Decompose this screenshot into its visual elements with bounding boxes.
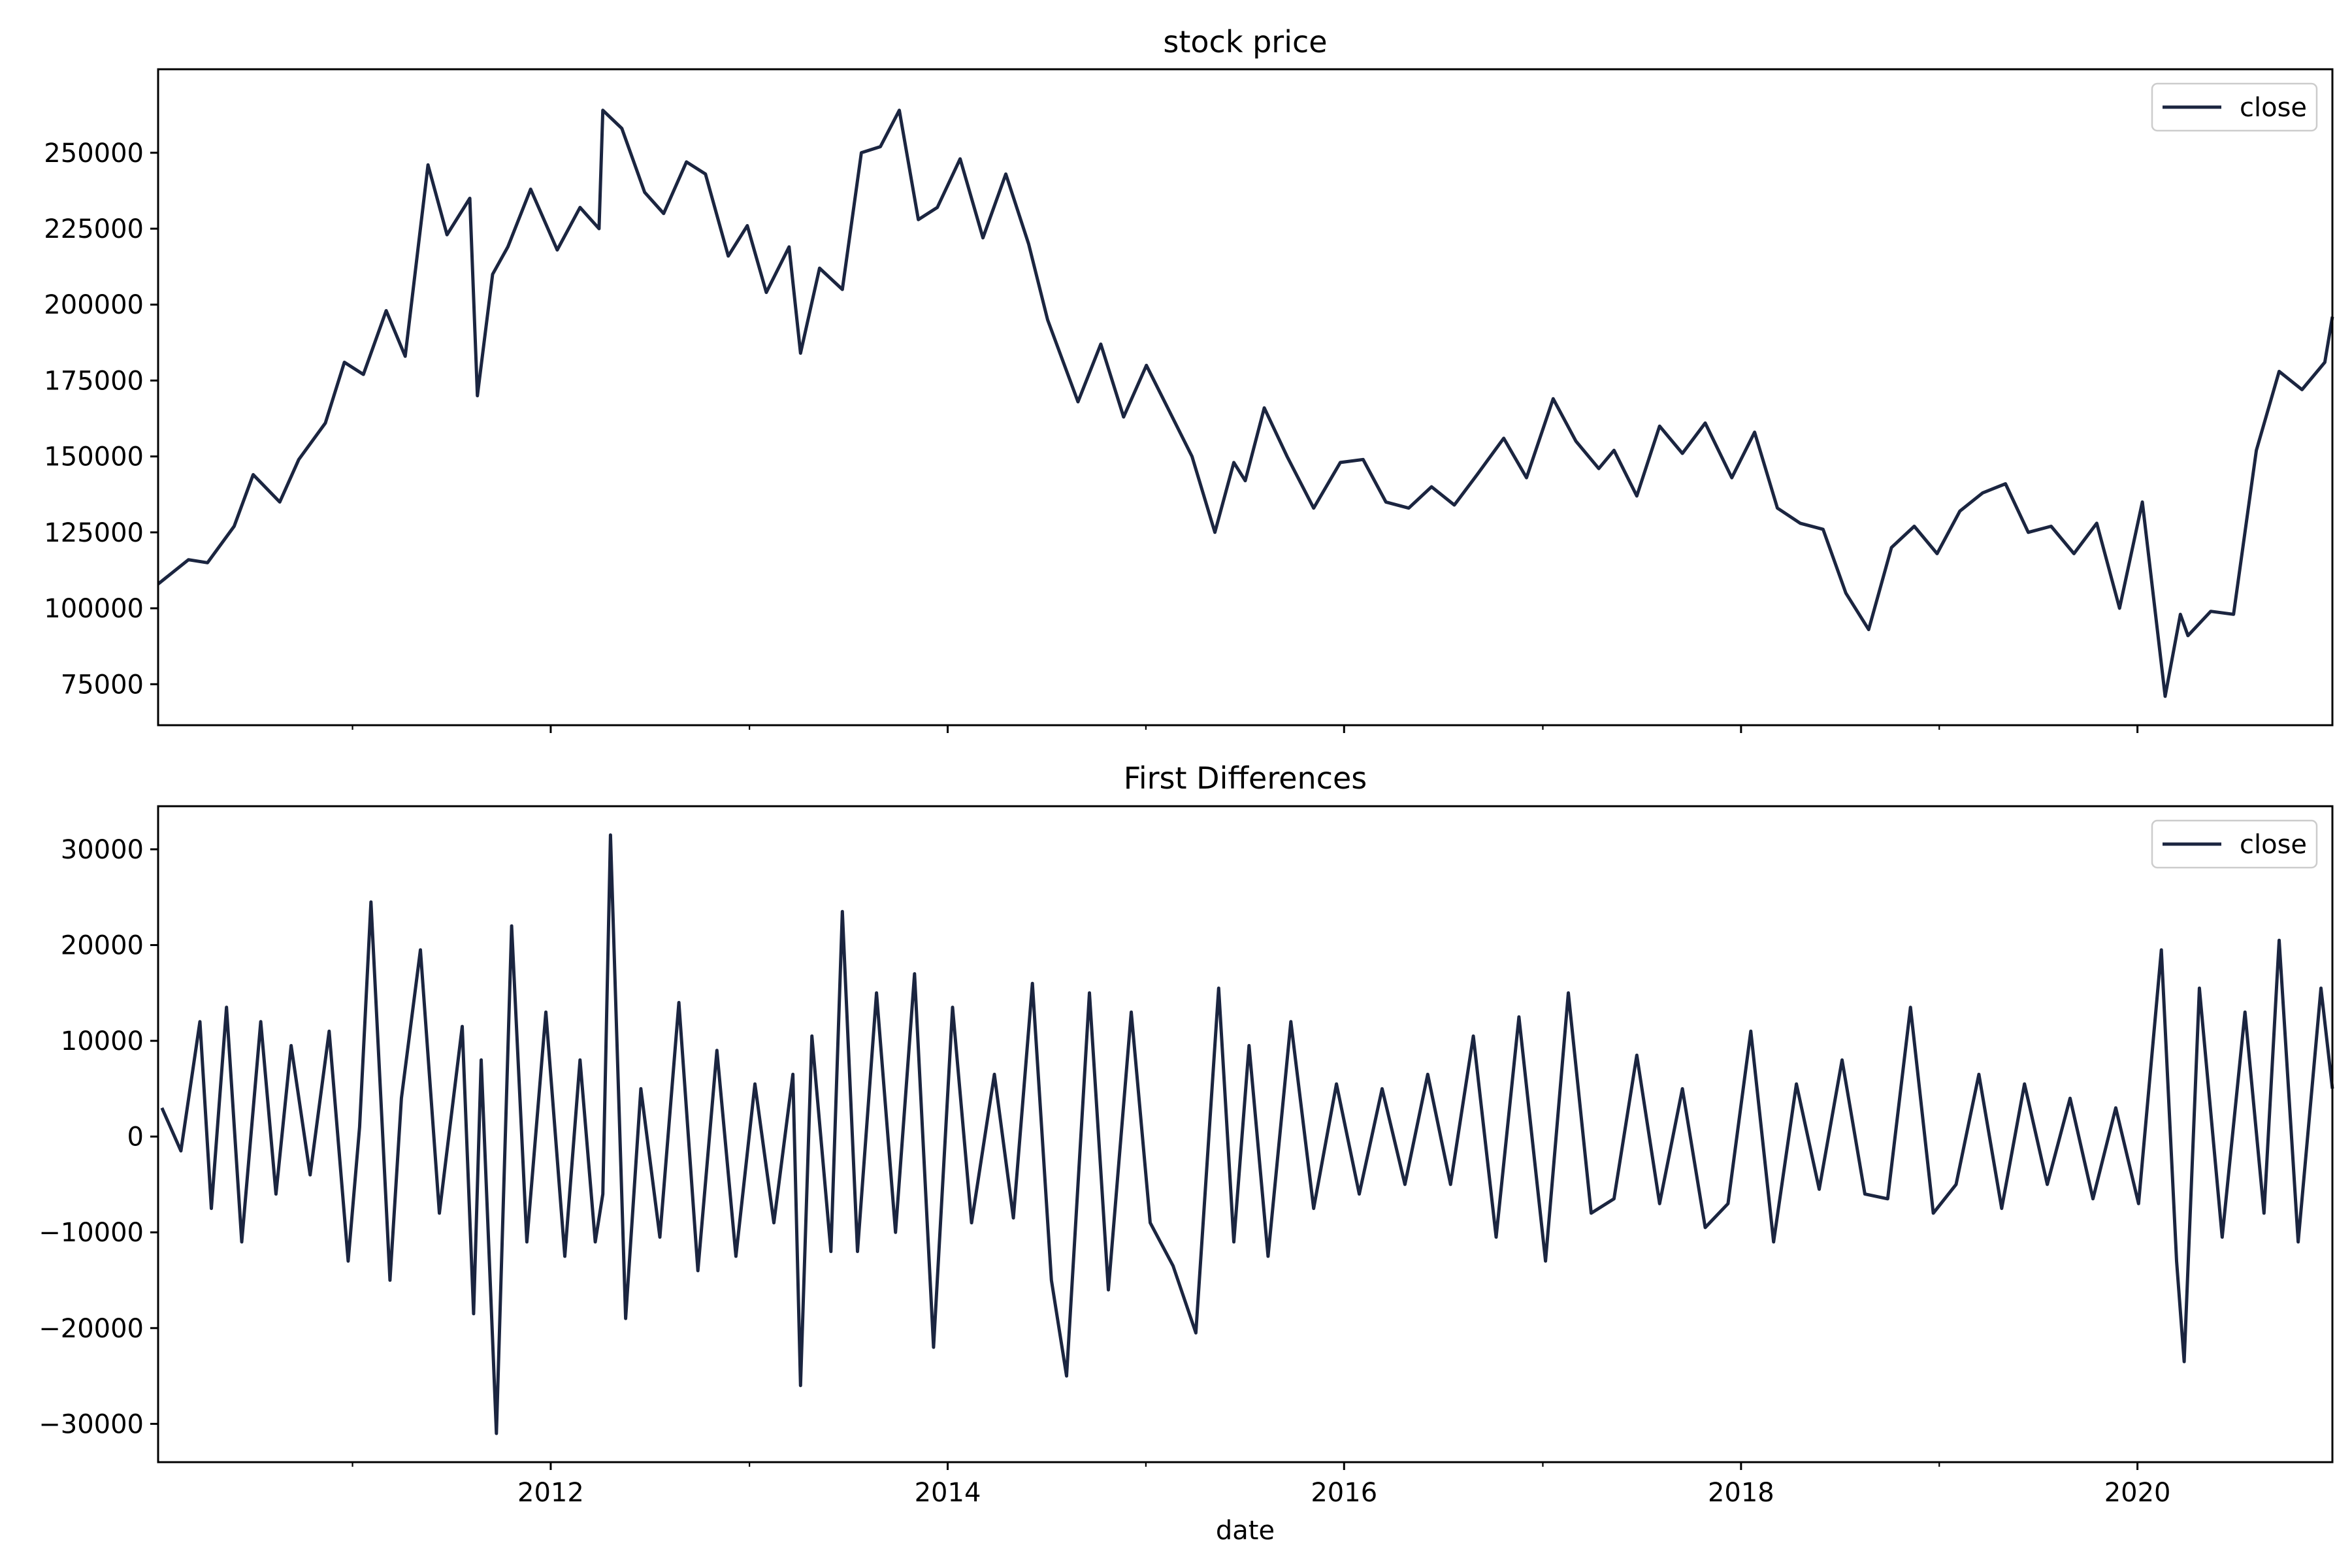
x-tick-label: 2020 — [2104, 1478, 2171, 1508]
x-tick-label: 2014 — [915, 1478, 981, 1508]
stock-price-title: stock price — [1163, 24, 1327, 59]
first-differences-plot-frame — [157, 805, 2334, 1463]
x-tick-label: 2016 — [1311, 1478, 1377, 1508]
first-differences-x-ticks: 2012 2014 2016 2018 2020 — [351, 1462, 2171, 1508]
y-tick-label: 225000 — [44, 214, 144, 244]
y-tick-label: 175000 — [44, 366, 144, 396]
y-tick-label: 125000 — [44, 518, 144, 548]
y-tick-label: 75000 — [61, 670, 144, 700]
y-tick-label: −30000 — [39, 1409, 144, 1439]
stock-price-legend: close — [2151, 82, 2318, 132]
first-differences-legend-label: close — [2240, 830, 2307, 860]
first-differences-y-ticks: −30000 −20000 −10000 0 10000 20000 30000 — [39, 835, 158, 1439]
x-tick-label: 2018 — [1708, 1478, 1774, 1508]
y-tick-label: 20000 — [61, 931, 144, 961]
stock-price-legend-box — [2151, 82, 2318, 132]
x-axis-label: date — [1216, 1516, 1275, 1546]
y-tick-label: 10000 — [61, 1026, 144, 1056]
x-tick-label: 2012 — [517, 1478, 584, 1508]
stock-price-legend-label: close — [2240, 93, 2307, 123]
first-differences-title: First Differences — [1124, 760, 1367, 796]
stock-price-close-line — [157, 108, 2334, 698]
first-differences-panel: First Differences 2012 2014 2016 2018 2020 −… — [39, 760, 2334, 1508]
stock-price-panel: stock price 75000 100000 125000 150000 17500… — [44, 24, 2334, 733]
y-tick-label: 150000 — [44, 442, 144, 472]
first-differences-legend-box — [2151, 819, 2318, 869]
y-tick-label: 100000 — [44, 594, 144, 624]
stock-price-plot-frame — [157, 68, 2334, 727]
y-tick-label: −20000 — [39, 1314, 144, 1344]
stock-price-y-ticks: 75000 100000 125000 150000 175000 200000 22500… — [44, 139, 158, 700]
y-tick-label: 0 — [127, 1122, 144, 1152]
first-differences-close-line — [160, 833, 2334, 1435]
first-differences-legend: close — [2151, 819, 2318, 869]
y-tick-label: 200000 — [44, 290, 144, 320]
y-tick-label: 250000 — [44, 139, 144, 169]
y-tick-label: 30000 — [61, 835, 144, 865]
y-tick-label: −10000 — [39, 1218, 144, 1248]
